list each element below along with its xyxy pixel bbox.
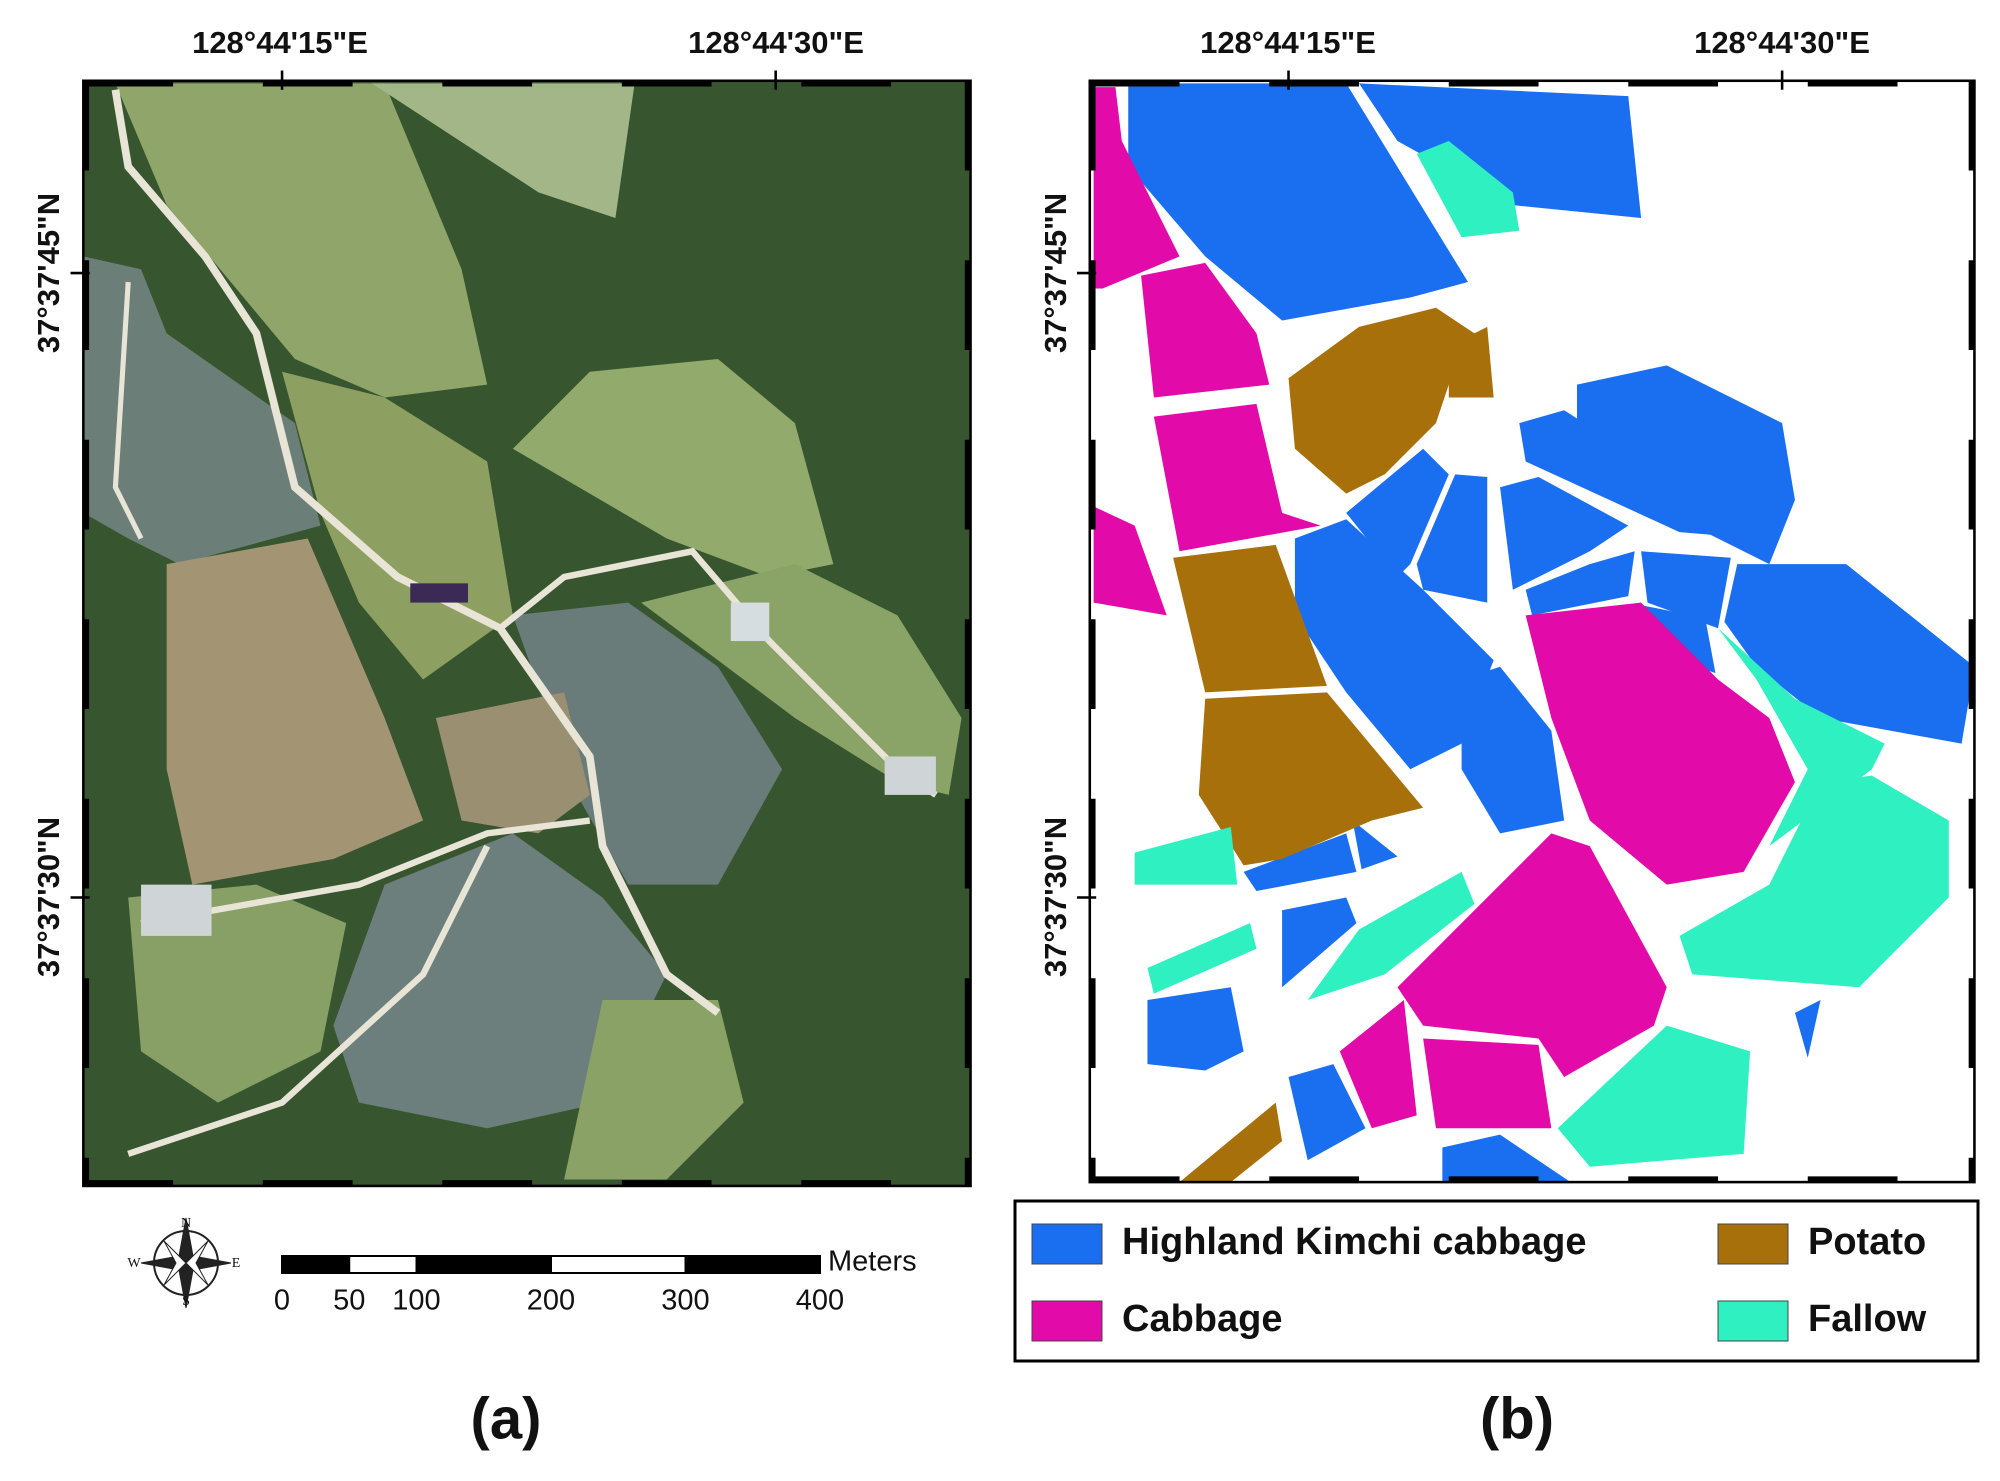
legend: Highland Kimchi cabbage Potato Cabbage Fall… — [1031, 1221, 1927, 1342]
field — [1519, 410, 1757, 539]
legend-swatch — [1031, 1300, 1103, 1342]
field — [1352, 820, 1398, 870]
field — [1243, 833, 1357, 892]
scale-segment — [684, 1255, 821, 1274]
field — [1153, 403, 1321, 552]
scale-label: 50 — [333, 1285, 365, 1317]
scale-segment — [550, 1255, 687, 1274]
legend-label: Fallow — [1808, 1298, 1927, 1340]
scale-segment — [281, 1255, 351, 1274]
field — [1093, 506, 1167, 616]
field — [1557, 1025, 1751, 1167]
field — [1134, 826, 1238, 885]
field — [1416, 474, 1488, 603]
compass-n: N — [181, 1216, 191, 1231]
field — [1641, 551, 1731, 629]
field — [1147, 923, 1257, 994]
field — [1448, 326, 1494, 398]
field — [1416, 141, 1520, 238]
field — [1461, 666, 1565, 834]
classification-map — [1076, 70, 1976, 1184]
scale-segment — [348, 1255, 418, 1274]
aerial-image — [70, 70, 972, 1188]
compass-s: S — [182, 1294, 190, 1309]
latitude-label: 37°37'45"N — [31, 193, 66, 353]
field — [1093, 87, 1180, 289]
field — [1294, 519, 1494, 770]
field — [1397, 833, 1667, 1077]
field — [1525, 551, 1635, 616]
field — [1128, 83, 1469, 321]
latitude-label: 37°37'30"N — [31, 817, 66, 977]
field — [1141, 262, 1270, 398]
legend-swatch — [1031, 1223, 1103, 1265]
field — [1198, 692, 1424, 866]
legend-box — [1013, 1199, 1980, 1363]
scale-unit: Meters — [828, 1246, 917, 1278]
field — [1576, 365, 1795, 565]
compass-e: E — [232, 1256, 241, 1271]
field — [1794, 1000, 1821, 1058]
longitude-label: 128°44'30"E — [1694, 25, 1870, 60]
compass — [140, 1217, 232, 1309]
compass-w: W — [127, 1256, 141, 1271]
field — [1339, 1000, 1417, 1129]
field — [1288, 1064, 1366, 1161]
legend-label: Potato — [1808, 1221, 1926, 1263]
scale-bar: 0 50 100 200 300 400 — [274, 1255, 844, 1317]
longitude-label: 128°44'15"E — [192, 25, 368, 60]
field — [1307, 871, 1475, 1001]
field — [1288, 307, 1475, 494]
field — [1359, 83, 1642, 218]
longitude-label: 128°44'30"E — [688, 25, 864, 60]
field — [1173, 544, 1327, 693]
field — [1679, 775, 1949, 988]
panel-label: (a) — [471, 1386, 542, 1451]
longitude-label: 128°44'15"E — [1200, 25, 1376, 60]
scale-segment — [415, 1255, 552, 1274]
latitude-label: 37°37'45"N — [1038, 193, 1073, 353]
scale-label: 300 — [661, 1285, 709, 1317]
field — [1179, 1102, 1283, 1183]
field — [1500, 476, 1629, 590]
scale-label: 0 — [274, 1285, 290, 1317]
latitude-label: 37°37'30"N — [1038, 817, 1073, 977]
field — [1718, 628, 1885, 847]
legend-label: Cabbage — [1122, 1298, 1282, 1340]
scale-label: 100 — [392, 1285, 440, 1317]
legend-label: Highland Kimchi cabbage — [1122, 1221, 1587, 1263]
field — [1525, 602, 1795, 885]
legend-swatch — [1717, 1300, 1789, 1342]
panel-label: (b) — [1480, 1386, 1554, 1451]
field — [1147, 987, 1244, 1071]
scale-label: 400 — [796, 1285, 844, 1317]
field — [1282, 897, 1357, 988]
scale-label: 200 — [527, 1285, 575, 1317]
field — [1724, 564, 1975, 744]
legend-swatch — [1717, 1223, 1789, 1265]
field — [1423, 1038, 1552, 1129]
field — [1442, 1134, 1571, 1183]
